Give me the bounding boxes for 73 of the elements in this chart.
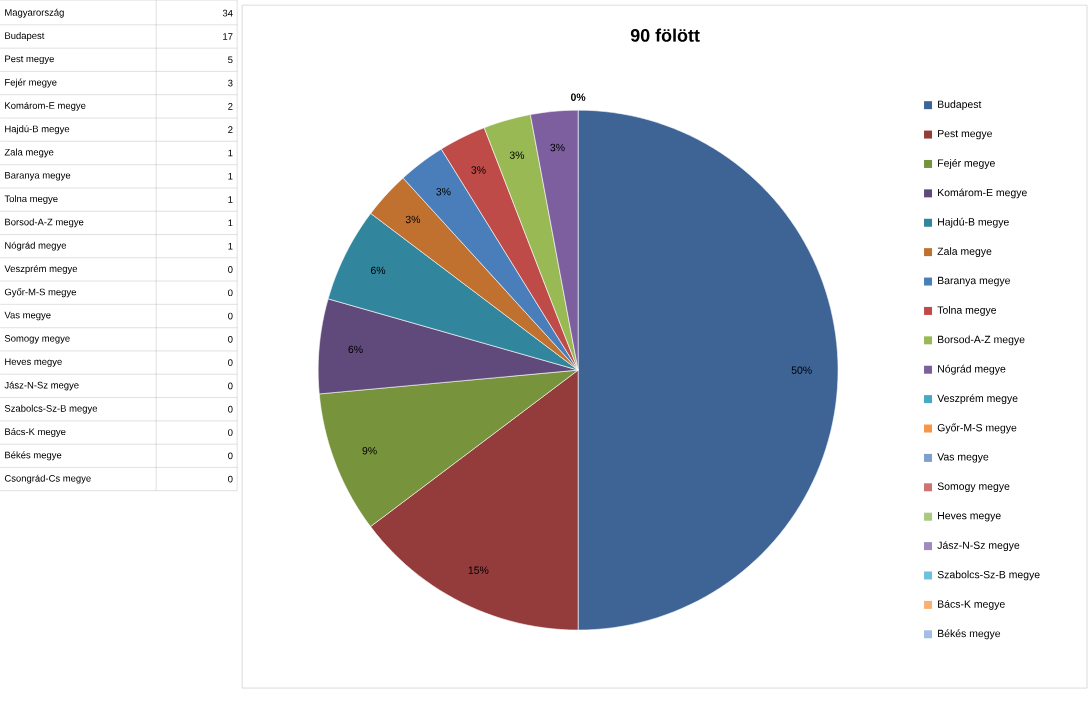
data-label: 3% [550,143,565,152]
legend-label: Tolna megye [937,306,997,316]
data-label: 3% [509,151,525,159]
legend-label: Somogy megye [937,482,1010,493]
text: Baranya megye [5,171,71,181]
legend-label: Budapest [938,100,982,111]
text: 0 [228,266,233,273]
text: Fejér megye [5,78,57,88]
legend-label: Pest megye [938,129,992,140]
legend-label: Veszprém megye [937,394,1018,405]
text: 2 [228,103,233,110]
text: Hajdú-B megye [5,125,70,135]
data-label: 6% [348,345,363,354]
text: 0 [228,475,233,483]
legend-label: Komárom-E megye [938,188,1027,199]
legend-label: Győr-M-S megye [937,423,1017,434]
legend-label: Vas megye [937,453,989,463]
data-label: 9% [362,446,377,455]
text: Borsod-A-Z megye [5,218,84,228]
text: 1 [228,219,233,227]
text: 0 [228,429,233,436]
text: 0 [228,359,233,366]
data-label: 50% [791,366,812,374]
text: Vas megye [4,311,51,321]
data-label: 3% [436,187,451,196]
legend-label: Békés megye [938,629,1001,640]
text: Komárom-E megye [5,101,86,111]
legend-label: Borsod-A-Z megye [938,335,1025,346]
data-label: 3% [405,215,421,224]
text: Békés megye [5,451,62,461]
data-label: 3% [471,166,486,174]
text: 0 [228,335,233,343]
chart-title: 90 fölött [630,28,700,42]
text: Magyarország [5,8,64,18]
legend-label: Jász-N-Sz megye [937,541,1020,551]
legend-label: Baranya megye [938,276,1010,287]
text: Somogy megye [4,335,70,344]
text: 0 [228,289,233,297]
data-label: 15% [468,566,489,574]
legend-label: Heves megye [938,511,1001,522]
text: 0 [228,452,233,460]
legend-label: Fejér megye [938,158,995,169]
text: 1 [228,172,233,180]
text: Budapest [5,32,45,41]
text: 1 [228,149,233,157]
text: 17 [223,33,233,40]
legend-label: Hajdú-B megye [938,217,1009,228]
text: Csongrád-Cs megye [4,474,91,484]
text: 0% [570,93,586,101]
text: 1 [228,242,233,250]
text: 0 [228,312,233,320]
text: Bács-K megye [5,428,66,437]
text: 0 [228,405,233,413]
legend-label: Bács-K megye [938,599,1005,610]
text: Szabolcs-Sz-B megye [4,404,98,414]
text: Nógrád megye [5,241,67,251]
text: 3 [228,79,233,87]
text: 0 [228,382,233,390]
text: 34 [222,9,233,17]
text: 1 [228,196,233,203]
legend-label: Zala megye [937,247,992,257]
legend-label: Nógrád megye [938,364,1006,375]
text: Jász-N-Sz megye [4,381,79,391]
text: Pest megye [5,55,54,64]
text: 5 [228,56,233,64]
text: Tolna megye [4,195,58,204]
data-label: 6% [370,266,386,275]
text: 2 [228,126,233,133]
text: Heves megye [5,358,62,367]
text: Győr-M-S megye [4,288,76,298]
text: Veszprém megye [4,264,78,274]
text: Zala megye [4,148,54,158]
legend-label: Szabolcs-Sz-B megye [937,570,1040,581]
